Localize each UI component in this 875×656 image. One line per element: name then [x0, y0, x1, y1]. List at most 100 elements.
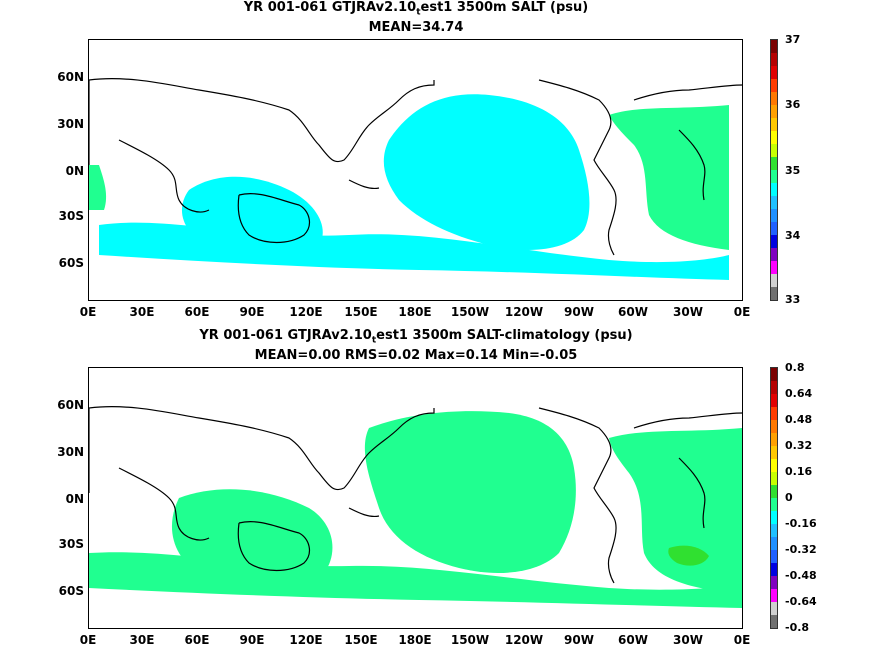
colorbar-segment	[771, 589, 777, 602]
southern-anomaly	[89, 552, 742, 608]
colorbar-segment	[771, 92, 777, 105]
colorbar-label: 0.64	[785, 387, 813, 400]
lon-label: 0E	[733, 305, 751, 319]
lat-label: 60N	[57, 70, 84, 84]
lon-label: 0E	[79, 305, 97, 319]
colorbar-segment	[771, 53, 777, 66]
colorbar-label: 35	[785, 164, 801, 177]
colorbar-segment	[771, 485, 777, 498]
colorbar-segment	[771, 209, 777, 222]
colorbar-segment	[771, 459, 777, 472]
lat-label: 60S	[58, 584, 84, 598]
lon-label: 60W	[618, 305, 648, 319]
colorbar-label: -0.32	[785, 543, 817, 556]
atlantic-field	[609, 105, 729, 250]
salinity-map	[88, 39, 743, 301]
lat-label: 60N	[57, 398, 84, 412]
colorbar-segment	[771, 131, 777, 144]
lon-label: 90W	[564, 633, 594, 647]
colorbar-segment	[771, 472, 777, 485]
pacific-anomaly	[364, 411, 576, 573]
colorbar-segment	[771, 287, 777, 300]
colorbar-segment	[771, 498, 777, 511]
south-atlantic-peak	[668, 545, 709, 566]
colorbar-label: 0.32	[785, 439, 813, 452]
colorbar-segment	[771, 563, 777, 576]
lon-label: 120E	[289, 633, 323, 647]
map-field	[89, 406, 742, 608]
colorbar-segment	[771, 248, 777, 261]
lon-label: 0E	[733, 633, 751, 647]
colorbar-label: -0.16	[785, 517, 817, 530]
lat-label: 30N	[57, 445, 84, 459]
lon-label: 60E	[184, 305, 210, 319]
colorbar-segment	[771, 274, 777, 287]
colorbar-segment	[771, 407, 777, 420]
lon-label: 120E	[289, 305, 323, 319]
lat-label: 30N	[57, 117, 84, 131]
colorbar-segment	[771, 118, 777, 131]
panel-title: YR 001-061 GTJRAv2.10test1 3500m SALT (p…	[243, 0, 589, 18]
salinity-panel: YR 001-061 GTJRAv2.10test1 3500m SALT (p…	[57, 0, 801, 319]
colorbar-segment	[771, 66, 777, 79]
colorbar	[770, 39, 778, 301]
colorbar-label: 33	[785, 293, 801, 306]
colorbar-label: 0	[785, 491, 793, 504]
lon-label: 120W	[504, 305, 544, 319]
colorbar-segment	[771, 235, 777, 248]
colorbar-segment	[771, 537, 777, 550]
lon-label: 120W	[504, 633, 544, 647]
colorbar-segment	[771, 368, 777, 381]
colorbar-segment	[771, 183, 777, 196]
colorbar-segment	[771, 261, 777, 274]
colorbar-segment	[771, 550, 777, 563]
panel-stats: MEAN=0.00 RMS=0.02 Max=0.14 Min=-0.05	[254, 348, 578, 363]
coastlines	[89, 78, 742, 256]
colorbar-segment	[771, 602, 777, 615]
panel-title: YR 001-061 GTJRAv2.10test1 3500m SALT-cl…	[199, 328, 633, 346]
colorbar-segment	[771, 511, 777, 524]
colorbar-segment	[771, 196, 777, 209]
colorbar-segment	[771, 222, 777, 235]
west-field	[89, 165, 107, 210]
lon-label: 90E	[239, 633, 265, 647]
colorbar-segment	[771, 40, 777, 53]
colorbar-segment	[771, 615, 777, 628]
lon-label: 90W	[564, 305, 594, 319]
anomaly-map	[88, 367, 743, 629]
colorbar-label: 0.8	[785, 361, 805, 374]
colorbar-label: 34	[785, 229, 801, 242]
colorbar-segment	[771, 420, 777, 433]
colorbar-label: 36	[785, 98, 801, 111]
lon-label: 180E	[398, 633, 432, 647]
lat-label: 30S	[58, 209, 84, 223]
colorbar-segment	[771, 144, 777, 157]
lon-label: 90E	[239, 305, 265, 319]
panel-stats: MEAN=34.74	[368, 20, 464, 35]
anomaly-panel: YR 001-061 GTJRAv2.10test1 3500m SALT-cl…	[0, 328, 875, 656]
colorbar-segment	[771, 157, 777, 170]
lon-label: 150E	[344, 633, 378, 647]
colorbar-label: 0.16	[785, 465, 813, 478]
lon-label: 150W	[450, 305, 490, 319]
colorbar-label: -0.8	[785, 621, 810, 634]
lon-label: 0E	[79, 633, 97, 647]
lat-label: 0N	[65, 492, 84, 506]
lon-label: 30W	[673, 633, 703, 647]
lon-label: 150W	[450, 633, 490, 647]
lon-label: 180E	[398, 305, 432, 319]
map-field	[89, 78, 742, 280]
pacific-field	[383, 94, 590, 250]
colorbar-segment	[771, 446, 777, 459]
coastlines	[89, 406, 742, 584]
colorbar-segment	[771, 381, 777, 394]
colorbar	[770, 367, 778, 629]
southern-band	[99, 222, 729, 280]
lon-label: 150E	[344, 305, 378, 319]
colorbar-label: 37	[785, 33, 801, 46]
colorbar-label: -0.48	[785, 569, 817, 582]
atlantic-anomaly	[609, 428, 742, 593]
lon-label: 60E	[184, 633, 210, 647]
lon-label: 60W	[618, 633, 648, 647]
colorbar-segment	[771, 105, 777, 118]
